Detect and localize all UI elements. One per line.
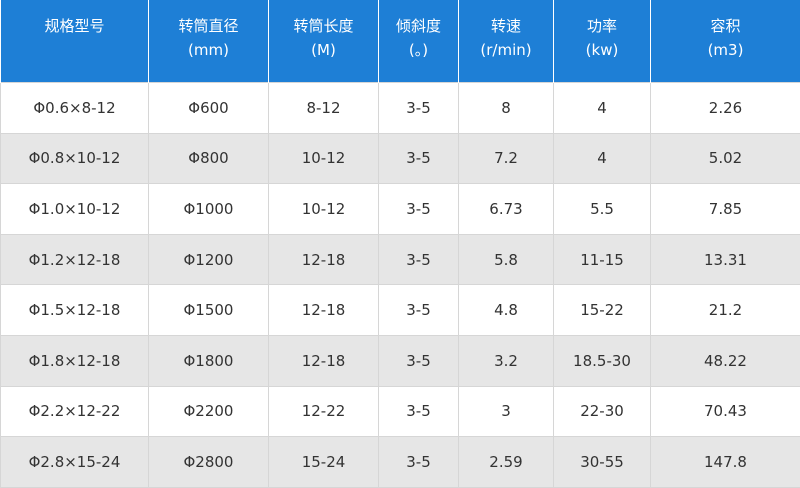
header-cell: 倾斜度(。) — [379, 0, 459, 83]
header-title: 功率 — [554, 14, 650, 38]
table-cell: 6.73 — [459, 184, 554, 235]
header-cell: 转速(r/min) — [459, 0, 554, 83]
table-cell: 11-15 — [554, 234, 651, 285]
table-cell: Φ1800 — [149, 335, 269, 386]
table-cell: Φ800 — [149, 133, 269, 184]
table-cell: 3-5 — [379, 234, 459, 285]
table-cell: 48.22 — [651, 335, 800, 386]
table-cell: 12-18 — [269, 285, 379, 336]
table-cell: Φ2800 — [149, 437, 269, 488]
header-cell: 转筒长度(M) — [269, 0, 379, 83]
table-cell: Φ0.8×10-12 — [1, 133, 149, 184]
table-cell: 12-18 — [269, 234, 379, 285]
table-cell: 13.31 — [651, 234, 800, 285]
table-cell: 5.02 — [651, 133, 800, 184]
table-cell: Φ1.0×10-12 — [1, 184, 149, 235]
header-title: 容积 — [651, 14, 800, 38]
table-cell: 12-18 — [269, 335, 379, 386]
table-cell: 4 — [554, 83, 651, 134]
table-cell: 12-22 — [269, 386, 379, 437]
header-unit: (M) — [269, 38, 378, 62]
table-cell: Φ1.2×12-18 — [1, 234, 149, 285]
table-cell: 70.43 — [651, 386, 800, 437]
table-cell: 147.8 — [651, 437, 800, 488]
header-title: 规格型号 — [1, 14, 148, 38]
table-cell: 2.59 — [459, 437, 554, 488]
table-cell: 7.85 — [651, 184, 800, 235]
table-cell: 30-55 — [554, 437, 651, 488]
table-cell: Φ2.8×15-24 — [1, 437, 149, 488]
table-cell: Φ1.5×12-18 — [1, 285, 149, 336]
table-cell: Φ1200 — [149, 234, 269, 285]
header-title: 倾斜度 — [379, 14, 458, 38]
header-unit: (kw) — [554, 38, 650, 62]
table-cell: 5.5 — [554, 184, 651, 235]
table-cell: 10-12 — [269, 184, 379, 235]
header-title: 转筒直径 — [149, 14, 268, 38]
table-cell: 5.8 — [459, 234, 554, 285]
table-cell: 7.2 — [459, 133, 554, 184]
table-cell: 3-5 — [379, 386, 459, 437]
header-cell: 功率(kw) — [554, 0, 651, 83]
table-cell: 3-5 — [379, 184, 459, 235]
header-unit: (m3) — [651, 38, 800, 62]
table-cell: Φ2.2×12-22 — [1, 386, 149, 437]
table-cell: 10-12 — [269, 133, 379, 184]
table-cell: 8-12 — [269, 83, 379, 134]
table-cell: 15-22 — [554, 285, 651, 336]
header-unit: (r/min) — [459, 38, 553, 62]
header-unit: (mm) — [149, 38, 268, 62]
table-cell: 4.8 — [459, 285, 554, 336]
header-cell: 规格型号 — [1, 0, 149, 83]
table-header: 规格型号转筒直径(mm)转筒长度(M)倾斜度(。)转速(r/min)功率(kw)… — [1, 0, 800, 83]
table-cell: 8 — [459, 83, 554, 134]
table-cell: Φ1500 — [149, 285, 269, 336]
table-cell: 3 — [459, 386, 554, 437]
header-row: 规格型号转筒直径(mm)转筒长度(M)倾斜度(。)转速(r/min)功率(kw)… — [1, 0, 800, 83]
table-cell: 3-5 — [379, 285, 459, 336]
table-cell: 3-5 — [379, 335, 459, 386]
header-title: 转速 — [459, 14, 553, 38]
table-cell: 3.2 — [459, 335, 554, 386]
table-cell: Φ2200 — [149, 386, 269, 437]
header-cell: 容积(m3) — [651, 0, 800, 83]
table-cell: 3-5 — [379, 83, 459, 134]
header-unit: (。) — [379, 38, 458, 62]
table-cell: 2.26 — [651, 83, 800, 134]
table-cell: 3-5 — [379, 437, 459, 488]
table-cell: 4 — [554, 133, 651, 184]
table-cell: Φ0.6×8-12 — [1, 83, 149, 134]
table-cell: 22-30 — [554, 386, 651, 437]
table-cell: 15-24 — [269, 437, 379, 488]
header-title: 转筒长度 — [269, 14, 378, 38]
table-cell: 21.2 — [651, 285, 800, 336]
header-cell: 转筒直径(mm) — [149, 0, 269, 83]
table-cell: Φ600 — [149, 83, 269, 134]
table-cell: Φ1.8×12-18 — [1, 335, 149, 386]
table-cell: 18.5-30 — [554, 335, 651, 386]
table-cell: Φ1000 — [149, 184, 269, 235]
table-cell: 3-5 — [379, 133, 459, 184]
